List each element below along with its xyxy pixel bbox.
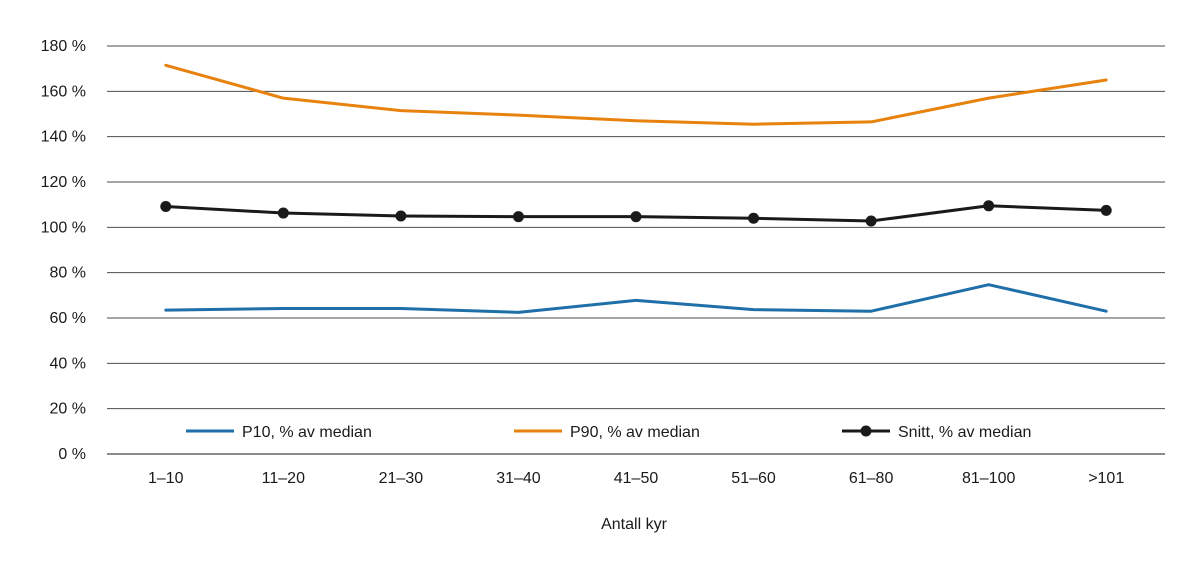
x-tick-label: 21–30 — [379, 470, 424, 487]
x-tick-label: 81–100 — [962, 470, 1015, 487]
data-point — [630, 211, 642, 223]
legend-label: Snitt, % av median — [898, 424, 1031, 441]
legend-item: P90, % av median — [514, 424, 700, 441]
y-tick-label: 80 % — [50, 265, 86, 282]
legend: P10, % av median P90, % av median Snitt, %… — [186, 424, 1031, 441]
data-point — [395, 210, 407, 222]
data-point — [983, 200, 995, 212]
series-3 — [160, 200, 1112, 227]
data-point — [160, 200, 172, 212]
data-point — [277, 207, 289, 219]
x-tick-label: 11–20 — [262, 470, 305, 487]
x-tick-label: >101 — [1088, 470, 1124, 487]
y-tick-label: 160 % — [41, 83, 86, 100]
y-tick-label: 60 % — [50, 310, 86, 327]
data-point — [865, 215, 877, 227]
y-tick-label: 0 % — [58, 446, 86, 463]
legend-item: P10, % av median — [186, 424, 372, 441]
y-axis-tick-labels: 0 % 20 % 40 % 60 % 80 % 100 % 120 % 140 % 160 % 1… — [41, 38, 86, 463]
x-tick-label: 31–40 — [496, 470, 541, 487]
x-tick-label: 61–80 — [849, 470, 894, 487]
series-line — [164, 63, 1108, 126]
series-1 — [164, 283, 1108, 314]
y-tick-label: 100 % — [41, 219, 86, 236]
series-2 — [164, 63, 1108, 126]
legend-item: Snitt, % av median — [842, 424, 1031, 441]
series-lines — [160, 63, 1112, 314]
y-tick-label: 180 % — [41, 38, 86, 55]
y-tick-label: 40 % — [50, 355, 86, 372]
x-tick-label: 1–10 — [148, 470, 184, 487]
x-tick-label: 51–60 — [731, 470, 776, 487]
data-point — [748, 212, 760, 224]
legend-label: P90, % av median — [570, 424, 700, 441]
data-point — [1100, 204, 1112, 216]
legend-label: P10, % av median — [242, 424, 372, 441]
y-tick-label: 120 % — [41, 174, 86, 191]
x-axis-tick-labels: 1–10 11–20 21–30 31–40 41–50 51–60 61–80 81–100… — [148, 470, 1124, 487]
series-line — [164, 283, 1108, 314]
gridlines — [107, 45, 1165, 455]
data-point — [512, 211, 524, 223]
y-tick-label: 140 % — [41, 129, 86, 146]
x-axis-title: Antall kyr — [601, 516, 667, 533]
y-tick-label: 20 % — [50, 401, 86, 418]
x-tick-label: 41–50 — [614, 470, 659, 487]
legend-marker — [860, 425, 872, 437]
